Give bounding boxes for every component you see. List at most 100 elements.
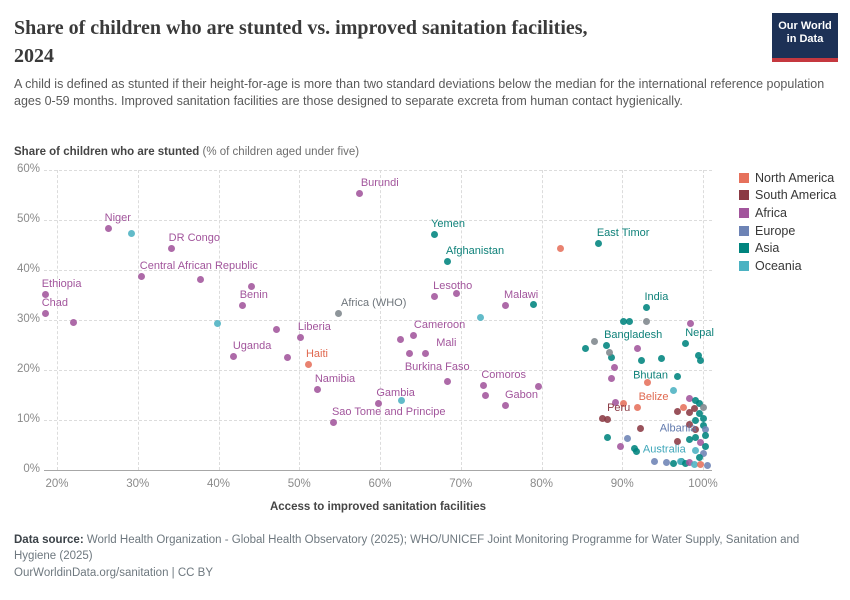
country-label-Liberia[interactable]: Liberia <box>297 321 331 333</box>
point-eu-98[interactable] <box>663 458 671 466</box>
point-Afghanistan[interactable] <box>443 257 451 265</box>
point-as-77[interactable] <box>696 399 704 407</box>
point-as-88[interactable] <box>701 431 709 439</box>
point-as-52[interactable] <box>638 356 646 364</box>
point-oc-60[interactable] <box>669 386 677 394</box>
country-label-Niger[interactable]: Niger <box>104 212 131 224</box>
point-sa-65[interactable] <box>604 415 612 423</box>
country-label-Ethiopia[interactable]: Ethiopia <box>41 278 82 290</box>
point-Mali[interactable] <box>421 349 429 357</box>
point-sa-67[interactable] <box>673 437 681 445</box>
point-as-70[interactable] <box>604 433 612 441</box>
owid-logo[interactable]: Our World in Data <box>772 13 838 62</box>
point-af-28[interactable] <box>453 289 461 297</box>
point-af-72[interactable] <box>617 442 625 450</box>
point-af-11[interactable] <box>273 325 281 333</box>
point-as-53[interactable] <box>658 354 666 362</box>
point-af-75[interactable] <box>685 394 693 402</box>
country-label-Yemen[interactable]: Yemen <box>431 218 465 230</box>
point-as-82[interactable] <box>699 414 707 422</box>
point-as-89[interactable] <box>692 433 700 441</box>
point-Lesotho[interactable] <box>430 292 438 300</box>
point-India[interactable] <box>642 303 650 311</box>
point-af-56[interactable] <box>611 363 619 371</box>
point-as-85[interactable] <box>699 421 707 429</box>
point-Cameroon[interactable] <box>410 331 418 339</box>
point-Australia[interactable] <box>692 446 700 454</box>
point-af-57[interactable] <box>608 374 616 382</box>
point-gr-45[interactable] <box>591 337 599 345</box>
country-label-Chad[interactable]: Chad <box>41 297 68 309</box>
point-oc-103[interactable] <box>691 460 699 468</box>
country-label-Malawi[interactable]: Malawi <box>503 289 539 301</box>
point-Albania[interactable] <box>701 425 709 433</box>
point-Africa (WHO)[interactable] <box>334 309 342 317</box>
point-Gambia[interactable] <box>374 399 382 407</box>
point-af-44[interactable] <box>686 319 694 327</box>
point-af-5[interactable] <box>197 275 205 283</box>
country-label-Haiti[interactable]: Haiti <box>305 348 328 360</box>
point-af-13[interactable] <box>283 353 291 361</box>
point-Burundi[interactable] <box>356 189 364 197</box>
legend-item-as[interactable]: Asia <box>739 239 836 257</box>
footer-credit[interactable]: OurWorldinData.org/sanitation | CC BY <box>14 567 213 579</box>
point-af-102[interactable] <box>685 459 693 466</box>
point-as-54[interactable] <box>608 353 616 361</box>
legend-item-oc[interactable]: Oceania <box>739 257 836 275</box>
point-as-76[interactable] <box>692 396 700 404</box>
point-na-69[interactable] <box>680 404 688 411</box>
country-label-Sao Tome and Principe[interactable]: Sao Tome and Principe <box>331 406 446 418</box>
country-label-Peru[interactable]: Peru <box>607 402 631 414</box>
point-sa-87[interactable] <box>692 425 700 433</box>
point-as-92[interactable] <box>701 442 709 450</box>
country-label-Australia[interactable]: Australia <box>642 443 686 456</box>
point-af-9[interactable] <box>70 318 78 326</box>
country-label-East Timor[interactable]: East Timor <box>596 227 650 239</box>
point-as-49[interactable] <box>695 351 703 359</box>
point-sa-79[interactable] <box>691 404 699 412</box>
point-na-39[interactable] <box>557 245 565 252</box>
point-eu-97[interactable] <box>651 457 659 465</box>
point-as-50[interactable] <box>697 356 705 364</box>
country-label-Lesotho[interactable]: Lesotho <box>433 280 473 292</box>
legend-item-na[interactable]: North America <box>739 169 836 187</box>
legend-item-sa[interactable]: South America <box>739 187 836 205</box>
country-label-Central African Republic[interactable]: Central African Republic <box>139 260 258 272</box>
point-Benin[interactable] <box>239 301 247 309</box>
point-af-51[interactable] <box>634 344 642 352</box>
country-label-Bangladesh[interactable]: Bangladesh <box>604 329 663 341</box>
point-af-22[interactable] <box>396 335 404 343</box>
point-as-95[interactable] <box>696 453 704 461</box>
point-Sao Tome and Principe[interactable] <box>330 418 338 426</box>
country-label-India[interactable]: India <box>644 291 669 303</box>
point-Chad[interactable] <box>42 309 50 317</box>
point-af-91[interactable] <box>697 438 705 446</box>
point-na-59[interactable] <box>643 378 651 386</box>
point-East Timor[interactable] <box>595 239 603 247</box>
point-af-24[interactable] <box>405 349 413 357</box>
point-Namibia[interactable] <box>314 385 322 393</box>
point-as-101[interactable] <box>681 460 689 467</box>
point-Haiti[interactable] <box>305 360 313 368</box>
point-as-42[interactable] <box>626 317 634 325</box>
country-label-Benin[interactable]: Benin <box>239 289 268 301</box>
point-gr-55[interactable] <box>605 348 613 356</box>
legend-item-eu[interactable]: Europe <box>739 222 836 240</box>
country-label-Albania[interactable]: Albania <box>659 422 697 435</box>
country-label-Comoros[interactable]: Comoros <box>481 369 526 381</box>
point-Niger[interactable] <box>105 224 113 232</box>
point-af-6[interactable] <box>248 282 256 290</box>
point-sa-68[interactable] <box>674 407 682 415</box>
point-eu-105[interactable] <box>703 461 711 469</box>
point-oc-19[interactable] <box>398 396 406 404</box>
point-Peru[interactable] <box>598 414 606 422</box>
point-eu-94[interactable] <box>699 449 707 457</box>
country-label-Cameroon[interactable]: Cameroon <box>413 319 466 331</box>
point-as-33[interactable] <box>529 300 537 308</box>
point-oc-34[interactable] <box>476 313 484 321</box>
point-as-83[interactable] <box>692 416 700 424</box>
point-as-81[interactable] <box>696 409 704 417</box>
point-as-41[interactable] <box>619 317 627 325</box>
legend-item-af[interactable]: Africa <box>739 204 836 222</box>
country-label-Uganda[interactable]: Uganda <box>232 340 272 352</box>
